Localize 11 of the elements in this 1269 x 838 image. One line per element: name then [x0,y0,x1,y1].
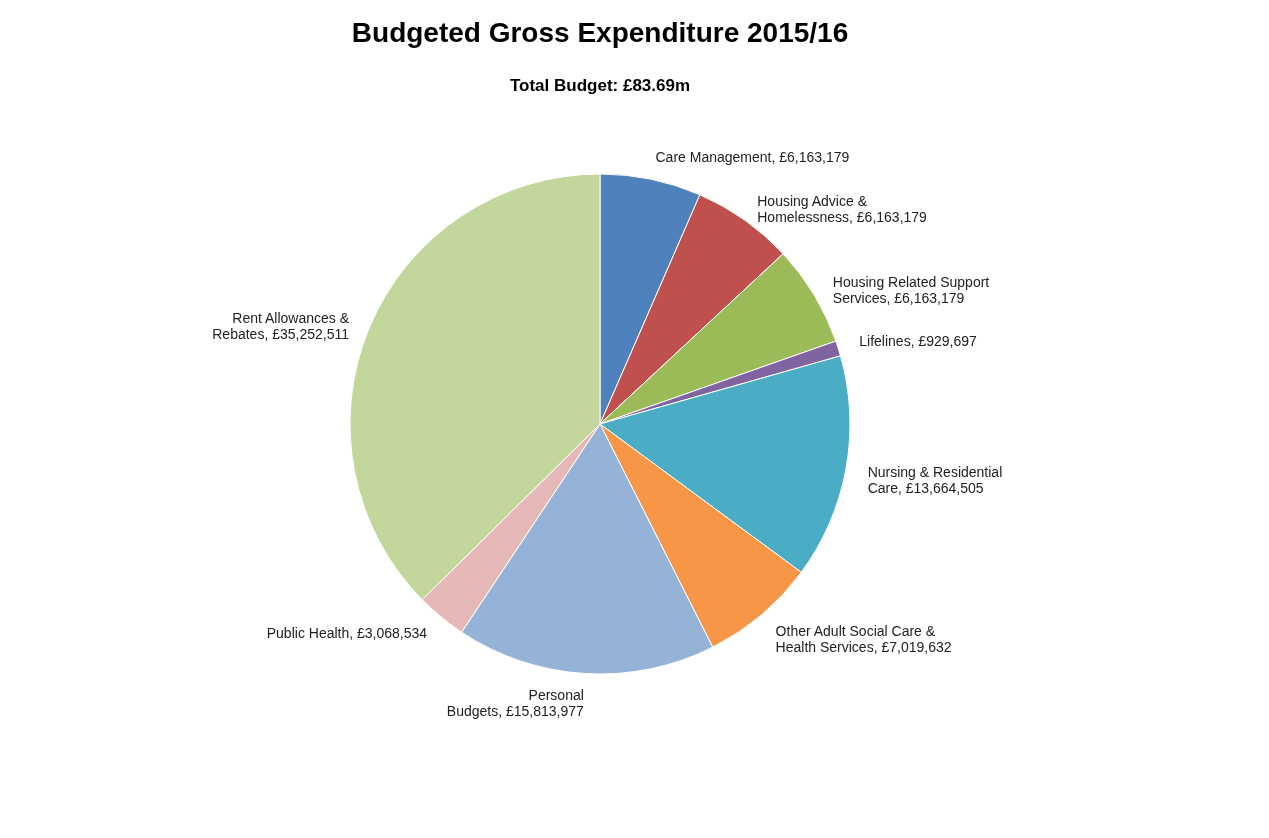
slice-label: Nursing & Residential Care, £13,664,505 [867,463,1003,496]
slice-label: Lifelines, £929,697 [859,332,978,349]
slice-label: Housing Advice & Homelessness, £6,163,179 [757,193,928,226]
chart-title: Budgeted Gross Expenditure 2015/16 [351,17,849,48]
slice-label: Personal Budgets, £15,813,977 [446,686,585,719]
slice-label: Rent Allowances & Rebates, £35,252,511 [212,310,350,343]
slice-label: Care Management, £6,163,179 [655,148,850,165]
slice-label: Other Adult Social Care & Health Services, £7,019,632 [775,622,952,655]
chart-subtitle: Total Budget: £83.69m [509,76,691,95]
slice-label: Public Health, £3,068,534 [266,624,428,641]
slice-label: Housing Related Support Services, £6,163,179 [832,274,990,307]
